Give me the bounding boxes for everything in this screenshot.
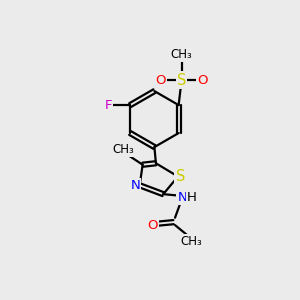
Text: F: F bbox=[104, 99, 112, 112]
Text: N: N bbox=[130, 179, 140, 192]
Text: O: O bbox=[197, 74, 208, 87]
Text: O: O bbox=[155, 74, 166, 87]
Text: H: H bbox=[187, 190, 197, 204]
Text: CH₃: CH₃ bbox=[171, 48, 193, 61]
Text: S: S bbox=[177, 73, 186, 88]
Text: CH₃: CH₃ bbox=[180, 235, 202, 248]
Text: S: S bbox=[176, 169, 185, 184]
Text: O: O bbox=[147, 219, 158, 232]
Text: N: N bbox=[178, 190, 187, 204]
Text: CH₃: CH₃ bbox=[112, 143, 134, 157]
